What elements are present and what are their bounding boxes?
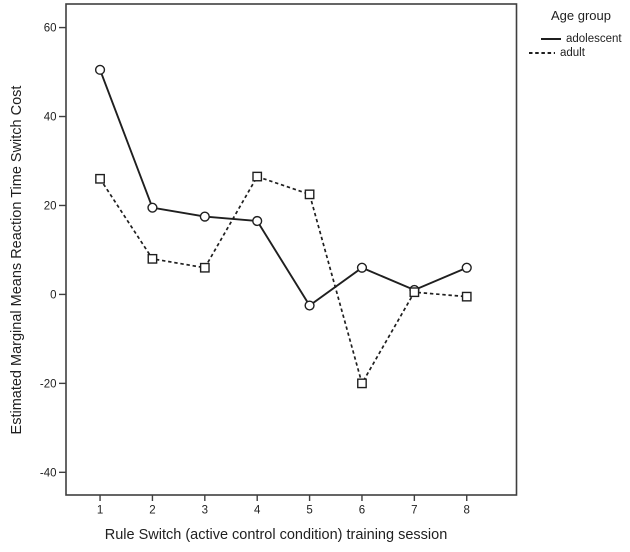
y-axis-title: Estimated Marginal Means Reaction Time S… [9, 85, 25, 435]
legend-label-adolescent: adolescent [566, 33, 622, 45]
y-axis-tick-label: 40 [44, 112, 57, 124]
x-axis-tick-label: 1 [97, 505, 103, 517]
data-point-circle-adolescent [94, 64, 106, 75]
series-line-adolescent [99, 69, 468, 307]
x-axis-tick-label: 6 [359, 505, 365, 517]
legend-label-adult: adult [560, 47, 585, 59]
y-axis-tick-label: -20 [40, 378, 57, 390]
legend-title: Age group [551, 8, 611, 23]
data-point-square-adult [95, 173, 105, 184]
dashed-line-swatch-icon [529, 52, 555, 54]
data-point-square-adult [199, 262, 210, 273]
x-axis-tick-label: 2 [149, 505, 155, 517]
data-point-square-adult [461, 291, 472, 302]
solid-line-swatch-icon [541, 38, 561, 40]
legend-item-adult: adult [529, 46, 622, 60]
data-point-square-adult [357, 378, 367, 389]
x-axis-tick-label: 8 [464, 505, 470, 517]
y-axis-tick-label: -40 [40, 467, 57, 479]
data-point-circle-adolescent [199, 211, 210, 222]
x-axis-tick-label: 3 [202, 505, 208, 517]
x-axis-tick-label: 7 [411, 505, 417, 517]
data-point-square-adult [252, 171, 263, 182]
y-axis-tick-label: 20 [44, 200, 57, 212]
data-point-circle-adolescent [461, 262, 472, 273]
data-point-circle-adolescent [147, 202, 158, 213]
data-point-circle-adolescent [304, 300, 315, 311]
data-point-square-adult [304, 189, 315, 200]
legend: Age group adolescent adult [528, 8, 622, 60]
data-point-square-adult [147, 253, 158, 264]
y-axis-tick-label: 0 [50, 289, 56, 301]
data-point-square-adult [409, 287, 420, 298]
x-axis-tick-label: 5 [306, 505, 312, 517]
data-point-circle-adolescent [356, 262, 368, 273]
plot-frame [65, 3, 518, 496]
data-point-circle-adolescent [252, 215, 263, 227]
x-axis-title: Rule Switch (active control condition) t… [104, 527, 448, 543]
legend-item-adolescent: adolescent [541, 32, 622, 46]
series-line-adult [99, 175, 467, 386]
x-axis-tick-label: 4 [254, 505, 261, 517]
y-axis-tick-label: 60 [44, 23, 57, 35]
